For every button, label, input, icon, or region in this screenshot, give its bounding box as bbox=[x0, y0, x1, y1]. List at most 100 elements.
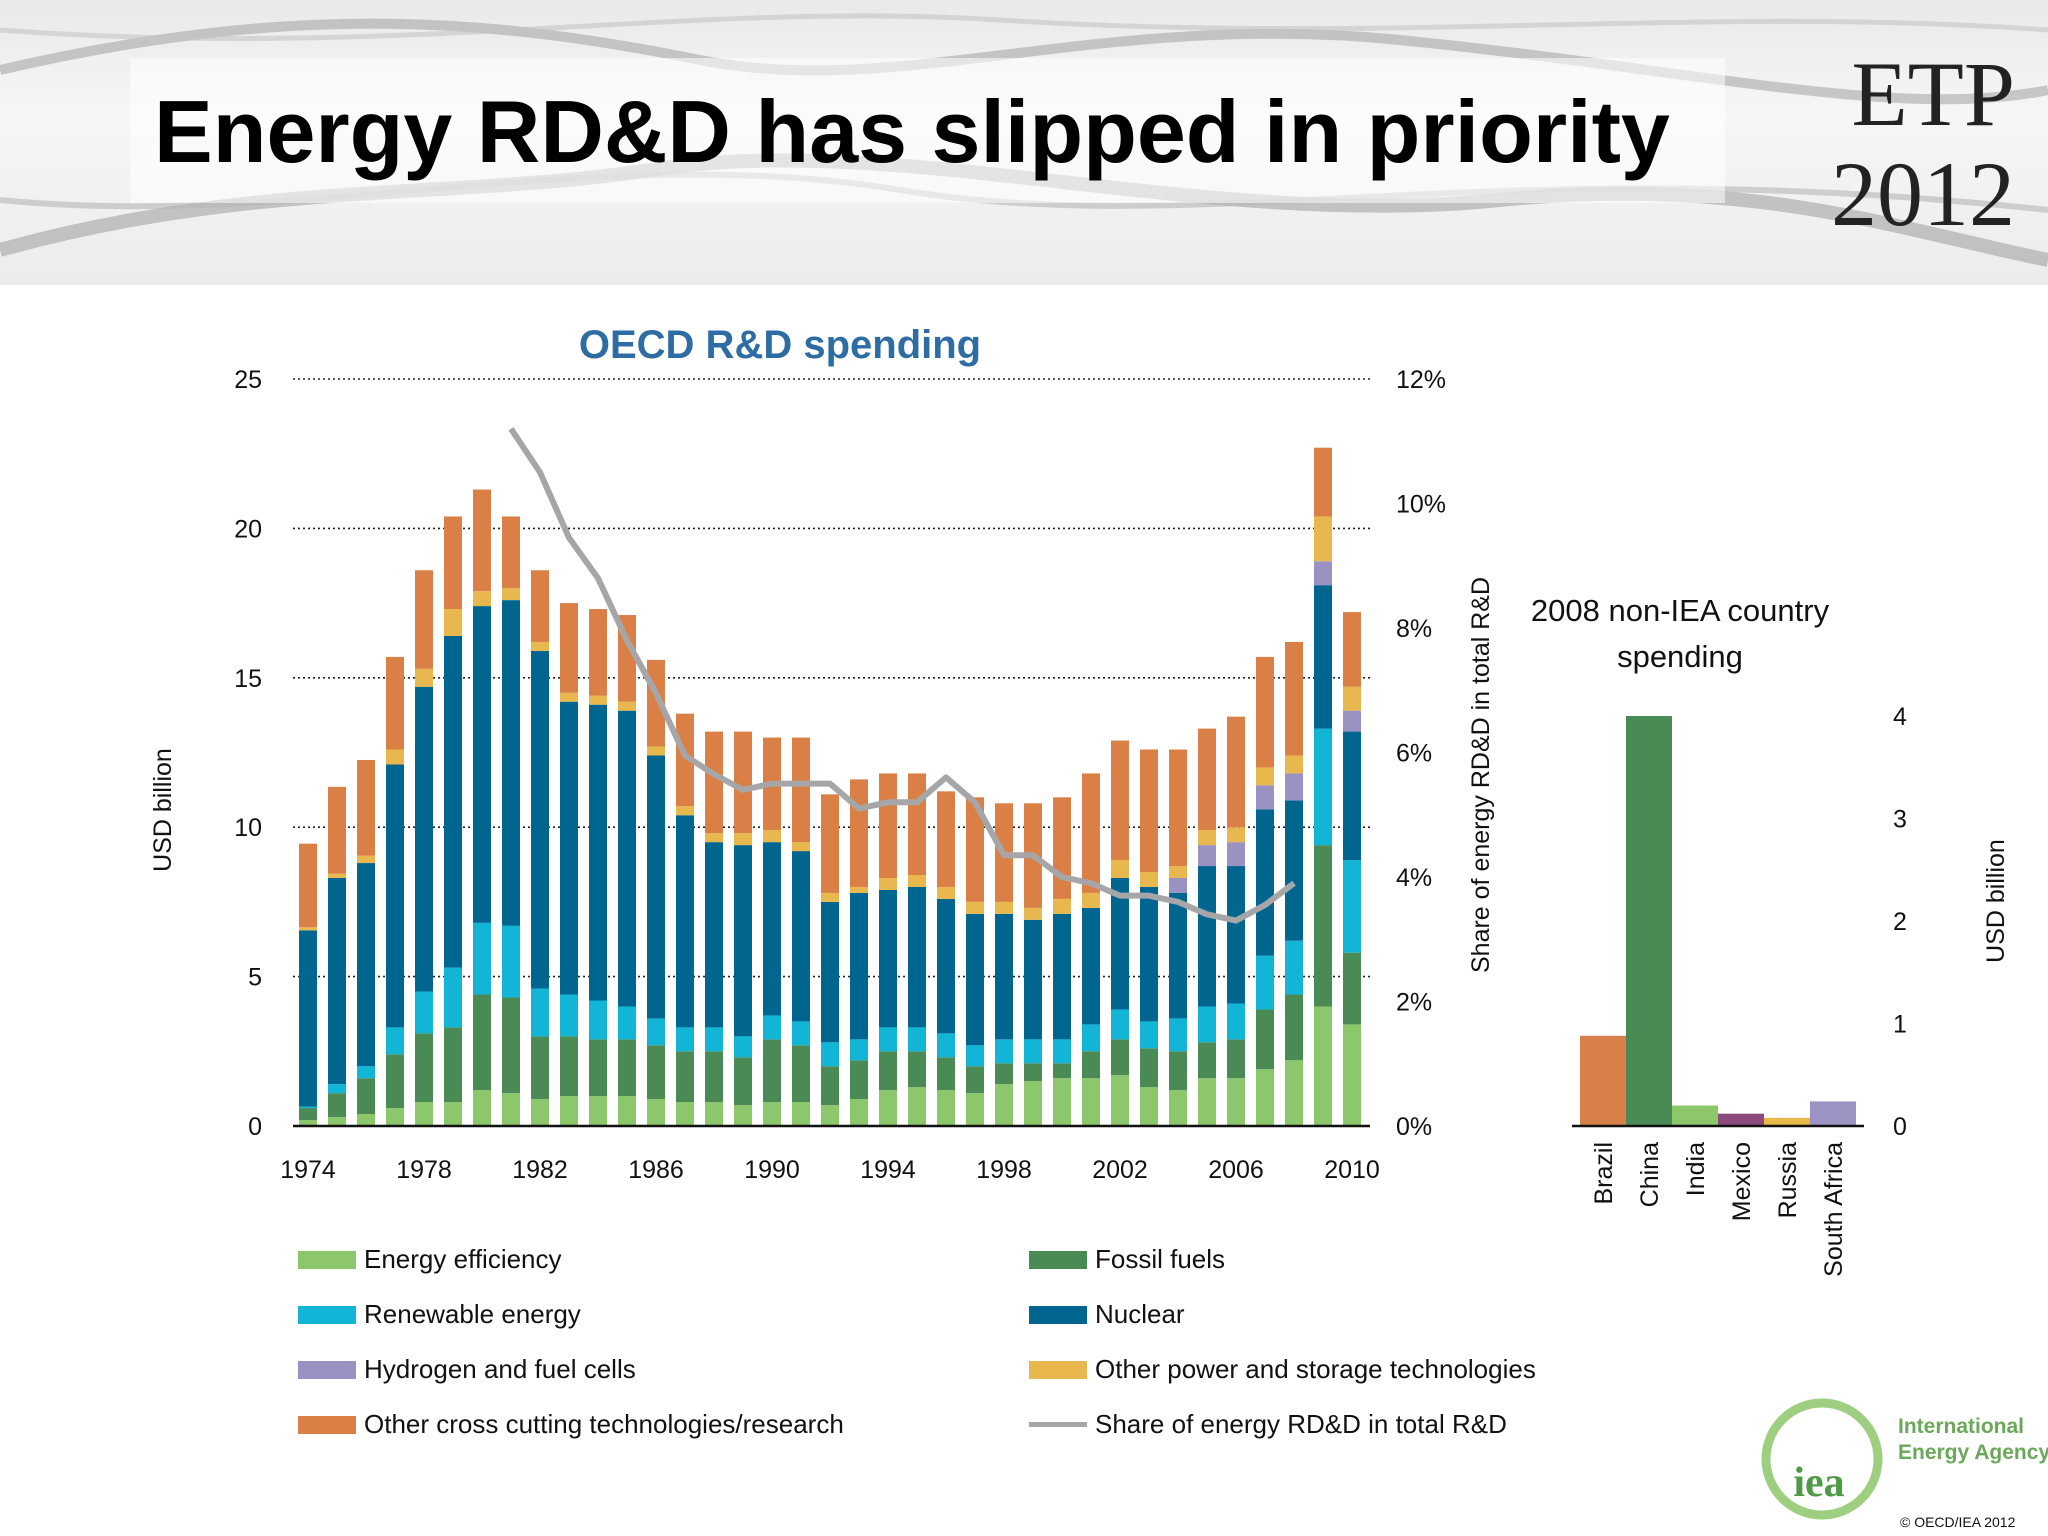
bar-segment-fossil-fuels bbox=[1082, 1051, 1100, 1079]
bar-segment-fossil-fuels bbox=[821, 1066, 839, 1106]
bar-segment-fossil-fuels bbox=[705, 1051, 723, 1103]
legend-item: Nuclear bbox=[1029, 1299, 1185, 1330]
y-tick-label: 25 bbox=[234, 366, 262, 394]
bar-segment-renewable-energy bbox=[821, 1042, 839, 1067]
bar-segment-other-power-and-storage-technologies bbox=[386, 749, 404, 765]
bar-stack-2007 bbox=[1256, 656, 1274, 1126]
bar-segment-nuclear bbox=[386, 764, 404, 1028]
bar-stack-1974 bbox=[299, 843, 317, 1126]
bar-segment-renewable-energy bbox=[850, 1039, 868, 1061]
bar-segment-nuclear bbox=[1082, 907, 1100, 1025]
etp-2012-badge: ETP 2012 bbox=[1775, 44, 2015, 244]
bar-segment-hydrogen-and-fuel-cells bbox=[1227, 842, 1245, 867]
bar-stack-1992 bbox=[821, 794, 839, 1126]
bar-segment-fossil-fuels bbox=[531, 1036, 549, 1100]
country-bar-russia bbox=[1764, 1117, 1810, 1126]
bar-segment-other-power-and-storage-technologies bbox=[1024, 907, 1042, 920]
bar-segment-other-cross-cutting-technologies-research bbox=[705, 731, 723, 834]
bar-segment-fossil-fuels bbox=[676, 1051, 694, 1103]
bar-stack-2010 bbox=[1343, 612, 1361, 1126]
y2-tick-label: 6% bbox=[1396, 740, 1432, 768]
side-y-tick-label: 0 bbox=[1893, 1113, 1907, 1141]
bar-segment-fossil-fuels bbox=[328, 1093, 346, 1118]
bar-segment-other-cross-cutting-technologies-research bbox=[386, 656, 404, 750]
bar-segment-nuclear bbox=[1314, 585, 1332, 729]
country-bar-brazil bbox=[1580, 1035, 1626, 1126]
iea-logo-mark: iea bbox=[1793, 1460, 1844, 1506]
bar-segment-renewable-energy bbox=[937, 1033, 955, 1058]
bar-segment-fossil-fuels bbox=[618, 1039, 636, 1097]
bar-stack-1987 bbox=[676, 713, 694, 1126]
bar-segment-energy-efficiency bbox=[589, 1096, 607, 1126]
bar-segment-renewable-energy bbox=[560, 994, 578, 1037]
bar-segment-energy-efficiency bbox=[1227, 1078, 1245, 1126]
bar-segment-nuclear bbox=[1169, 892, 1187, 1019]
bar-segment-fossil-fuels bbox=[1256, 1009, 1274, 1070]
bar-segment-nuclear bbox=[1285, 800, 1303, 941]
country-bar-india bbox=[1672, 1105, 1718, 1126]
bar-segment-fossil-fuels bbox=[995, 1063, 1013, 1085]
bar-segment-fossil-fuels bbox=[299, 1108, 317, 1121]
bar-stack-1988 bbox=[705, 731, 723, 1126]
bar-segment-other-power-and-storage-technologies bbox=[618, 701, 636, 711]
bar-segment-energy-efficiency bbox=[357, 1114, 375, 1126]
legend-item: Fossil fuels bbox=[1029, 1244, 1225, 1275]
bar-segment-renewable-energy bbox=[357, 1066, 375, 1079]
bar-segment-renewable-energy bbox=[1198, 1006, 1216, 1043]
bar-segment-fossil-fuels bbox=[937, 1057, 955, 1091]
bar-segment-other-cross-cutting-technologies-research bbox=[1053, 797, 1071, 899]
bar-segment-other-power-and-storage-technologies bbox=[763, 830, 781, 843]
etp-badge-line2: 2012 bbox=[1831, 143, 2015, 245]
slide-title: Energy RD&D has slipped in priority bbox=[154, 82, 1670, 181]
bar-stack-2005 bbox=[1198, 728, 1216, 1126]
bar-stack-1995 bbox=[908, 773, 926, 1126]
country-label: Russia bbox=[1774, 1142, 1802, 1219]
bar-segment-energy-efficiency bbox=[1198, 1078, 1216, 1126]
bar-segment-nuclear bbox=[734, 845, 752, 1037]
bar-segment-other-cross-cutting-technologies-research bbox=[1082, 773, 1100, 893]
bar-segment-fossil-fuels bbox=[966, 1066, 984, 1094]
bar-stack-2004 bbox=[1169, 749, 1187, 1126]
bar-segment-other-cross-cutting-technologies-research bbox=[1169, 749, 1187, 867]
legend-label: Hydrogen and fuel cells bbox=[364, 1354, 636, 1384]
bar-stack-2006 bbox=[1227, 716, 1245, 1126]
bar-segment-renewable-energy bbox=[618, 1006, 636, 1040]
bar-segment-other-power-and-storage-technologies bbox=[415, 668, 433, 687]
slide-header: Energy RD&D has slipped in priority ETP … bbox=[0, 0, 2048, 285]
bar-segment-other-cross-cutting-technologies-research bbox=[560, 603, 578, 693]
bar-segment-other-power-and-storage-technologies bbox=[705, 833, 723, 843]
bar-segment-energy-efficiency bbox=[966, 1093, 984, 1126]
bar-segment-fossil-fuels bbox=[1140, 1048, 1158, 1088]
bar-segment-renewable-energy bbox=[676, 1027, 694, 1052]
bar-segment-nuclear bbox=[647, 755, 665, 1019]
bar-segment-other-power-and-storage-technologies bbox=[531, 641, 549, 651]
bar-segment-other-cross-cutting-technologies-research bbox=[502, 516, 520, 589]
y2-tick-label: 2% bbox=[1396, 989, 1432, 1017]
bar-segment-hydrogen-and-fuel-cells bbox=[1256, 785, 1274, 810]
bar-segment-other-cross-cutting-technologies-research bbox=[1140, 749, 1158, 873]
bar-segment-renewable-energy bbox=[1053, 1039, 1071, 1064]
country-label: Brazil bbox=[1590, 1142, 1618, 1205]
bar-segment-other-power-and-storage-technologies bbox=[1111, 860, 1129, 878]
bar-segment-renewable-energy bbox=[792, 1021, 810, 1046]
bar-segment-renewable-energy bbox=[444, 967, 462, 1028]
side-y-tick-label: 3 bbox=[1893, 806, 1907, 834]
bar-segment-energy-efficiency bbox=[647, 1099, 665, 1126]
bar-segment-energy-efficiency bbox=[850, 1099, 868, 1126]
bar-segment-energy-efficiency bbox=[821, 1105, 839, 1126]
bar-segment-renewable-energy bbox=[1256, 955, 1274, 1010]
bar-segment-other-power-and-storage-technologies bbox=[299, 927, 317, 931]
bar-segment-nuclear bbox=[792, 851, 810, 1022]
legend-label: Nuclear bbox=[1095, 1299, 1185, 1329]
bar-segment-other-power-and-storage-technologies bbox=[792, 842, 810, 852]
bar-segment-fossil-fuels bbox=[444, 1027, 462, 1103]
bar-segment-other-power-and-storage-technologies bbox=[1314, 516, 1332, 562]
bar-segment-nuclear bbox=[473, 606, 491, 923]
bar-segment-other-cross-cutting-technologies-research bbox=[299, 843, 317, 928]
bar-segment-energy-efficiency bbox=[328, 1117, 346, 1126]
iea-logo-icon: iea bbox=[1761, 1398, 1883, 1520]
bar-segment-hydrogen-and-fuel-cells bbox=[1285, 773, 1303, 801]
bar-segment-renewable-energy bbox=[763, 1015, 781, 1040]
bar-segment-other-power-and-storage-technologies bbox=[734, 833, 752, 846]
bar-segment-nuclear bbox=[937, 898, 955, 1034]
